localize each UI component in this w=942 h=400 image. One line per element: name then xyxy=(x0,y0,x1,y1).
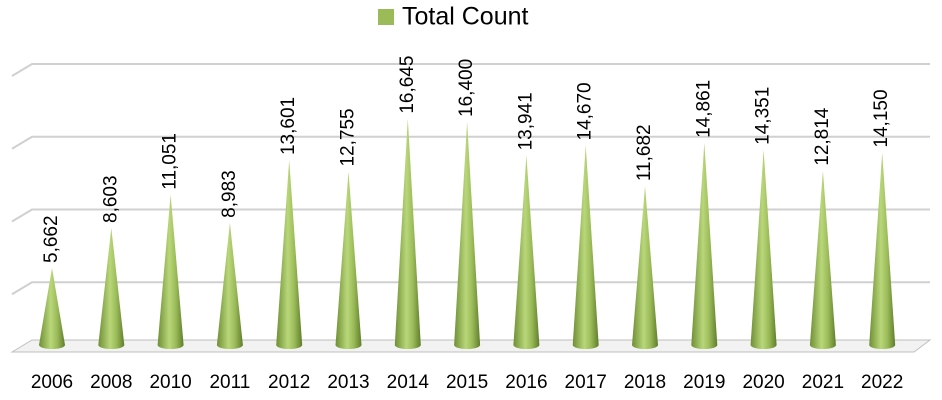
x-tick-label: 2019 xyxy=(683,372,725,393)
value-label: 14,670 xyxy=(575,82,596,140)
cone xyxy=(276,160,303,349)
cone xyxy=(572,145,599,349)
grid-line xyxy=(11,208,930,223)
cone xyxy=(691,142,718,349)
cone xyxy=(632,186,658,349)
value-label: 16,645 xyxy=(397,56,418,114)
x-tick-label: 2017 xyxy=(565,372,607,393)
x-tick-label: 2011 xyxy=(209,372,250,393)
x-tick-label: 2015 xyxy=(446,372,488,393)
grid-line xyxy=(11,281,930,296)
x-tick-label: 2021 xyxy=(802,372,844,393)
value-label: 13,601 xyxy=(278,97,299,155)
cone xyxy=(39,267,65,349)
value-label: 8,603 xyxy=(100,175,121,223)
x-tick-label: 2022 xyxy=(861,372,903,393)
value-label: 11,051 xyxy=(160,133,181,190)
cone xyxy=(216,222,243,349)
x-tick-label: 2012 xyxy=(268,372,310,393)
value-label: 14,150 xyxy=(871,89,892,147)
grid-line xyxy=(11,135,930,150)
x-tick-label: 2018 xyxy=(624,372,666,393)
x-tick-label: 2014 xyxy=(387,372,430,393)
value-label: 13,941 xyxy=(515,92,536,150)
x-tick-label: 2016 xyxy=(505,372,547,393)
cone xyxy=(98,227,125,349)
cone xyxy=(454,121,481,350)
value-label: 11,682 xyxy=(634,124,655,181)
legend-label: Total Count xyxy=(402,3,529,31)
cone xyxy=(809,170,836,349)
x-tick-label: 2006 xyxy=(31,372,73,393)
grid-line xyxy=(11,63,930,77)
value-label: 12,755 xyxy=(338,108,359,166)
cone xyxy=(750,149,777,349)
cone xyxy=(335,171,362,349)
value-label: 14,861 xyxy=(693,80,714,138)
cone xyxy=(394,118,421,350)
value-label: 12,814 xyxy=(812,107,833,166)
x-tick-label: 2013 xyxy=(327,372,369,393)
cone xyxy=(513,155,540,349)
x-tick-label: 2010 xyxy=(149,372,191,393)
value-label: 14,351 xyxy=(753,87,774,145)
grid xyxy=(11,63,930,296)
value-label: 16,400 xyxy=(456,59,477,117)
cone xyxy=(869,152,896,349)
legend-swatch xyxy=(378,9,394,25)
cone xyxy=(157,194,184,349)
x-tick-label: 2020 xyxy=(742,372,784,393)
value-label: 5,662 xyxy=(41,215,62,263)
x-tick-label: 2008 xyxy=(90,372,132,393)
value-label: 8,983 xyxy=(219,170,240,218)
